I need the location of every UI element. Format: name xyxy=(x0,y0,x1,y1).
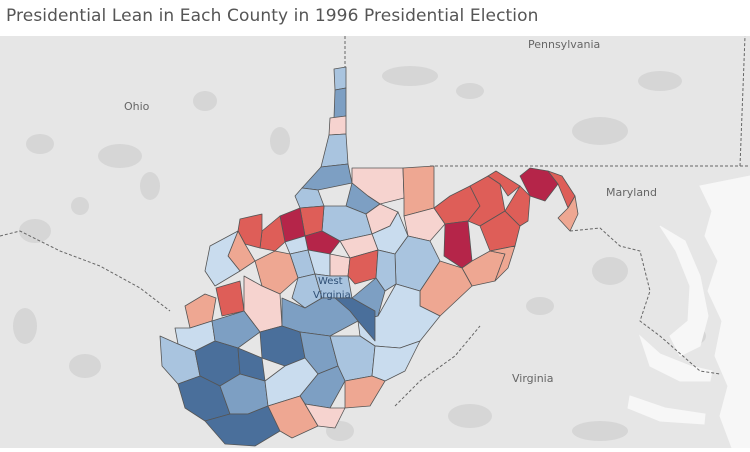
label-pennsylvania: Pennsylvania xyxy=(528,38,600,51)
county-morgan[interactable] xyxy=(487,170,521,197)
chesapeake-bay xyxy=(627,175,750,449)
county-gilmer[interactable] xyxy=(329,253,351,277)
urban-areas xyxy=(13,66,706,441)
county-ohio[interactable] xyxy=(328,115,347,136)
map-title: Presidential Lean in Each County in 1996… xyxy=(6,6,539,26)
county-hardy[interactable] xyxy=(479,210,521,252)
county-hancock[interactable] xyxy=(333,66,347,91)
wv-counties xyxy=(159,66,579,447)
county-pendleton-east[interactable] xyxy=(489,245,516,282)
county-pocahontas-south[interactable] xyxy=(344,375,386,409)
county-hardy-upper[interactable] xyxy=(504,185,531,227)
county-jefferson-east[interactable] xyxy=(557,195,579,232)
label-west-virginia: Virginia xyxy=(313,290,351,301)
county-lewis[interactable] xyxy=(347,249,379,285)
label-ohio: Ohio xyxy=(124,100,150,113)
county-cabell-west[interactable] xyxy=(184,293,217,329)
county-brooke[interactable] xyxy=(333,87,347,119)
label-maryland: Maryland xyxy=(606,186,657,199)
county-wayne[interactable] xyxy=(204,230,241,287)
county-fayette-upper[interactable] xyxy=(334,297,376,342)
county-wetzel[interactable] xyxy=(301,163,353,191)
county-boone[interactable] xyxy=(211,310,261,349)
county-tucker[interactable] xyxy=(403,207,446,242)
county-raleigh[interactable] xyxy=(259,325,306,367)
county-preston[interactable] xyxy=(402,165,435,217)
county-braxton[interactable] xyxy=(314,273,353,299)
label-west: West xyxy=(318,276,343,287)
label-virginia: Virginia xyxy=(512,372,553,385)
county-monroe-se[interactable] xyxy=(304,403,346,429)
choropleth-map[interactable]: Pennsylvania Ohio Maryland Virginia xyxy=(0,35,750,449)
